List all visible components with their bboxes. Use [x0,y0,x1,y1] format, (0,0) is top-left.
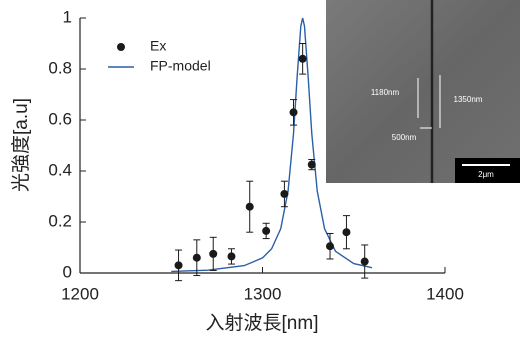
legend-label: FP-model [150,58,211,74]
data-point [342,228,350,236]
inset-label: 2μm [478,170,494,179]
legend-swatch [117,43,125,51]
y-tick-label: 0 [63,262,72,281]
data-point [280,190,288,198]
x-tick-label: 1300 [244,284,282,303]
data-point [326,242,334,250]
inset-background [326,0,520,183]
y-tick-label: 0.4 [48,160,72,179]
data-point [175,261,183,269]
data-point [308,161,316,169]
data-point [227,252,235,260]
y-tick-label: 0.8 [48,58,72,77]
inset-image: 1180nm 1350nm 500nm 2μm [326,0,520,183]
data-point [299,55,307,63]
x-tick-label: 1400 [426,284,464,303]
inset-label: 1180nm [371,88,400,97]
data-point [361,258,369,266]
y-tick-label: 0.6 [48,109,72,128]
inset-label: 1350nm [454,95,483,104]
data-point [246,203,254,211]
chart: 入射波長[nm] 光強度[a.u] 0 0.2 0.4 0.6 0.8 1 1200 1300… [0,0,520,338]
data-point [193,254,201,262]
x-axis-title: 入射波長[nm] [206,312,319,334]
data-point [290,108,298,116]
inset-label: 500nm [392,133,417,142]
x-tick-label: 1200 [61,284,99,303]
data-point [262,227,270,235]
legend-label: Ex [150,38,166,54]
y-tick-label: 1 [63,7,72,26]
data-point [209,250,217,258]
y-tick-label: 0.2 [48,211,72,230]
y-axis-title: 光強度[a.u] [10,98,32,192]
